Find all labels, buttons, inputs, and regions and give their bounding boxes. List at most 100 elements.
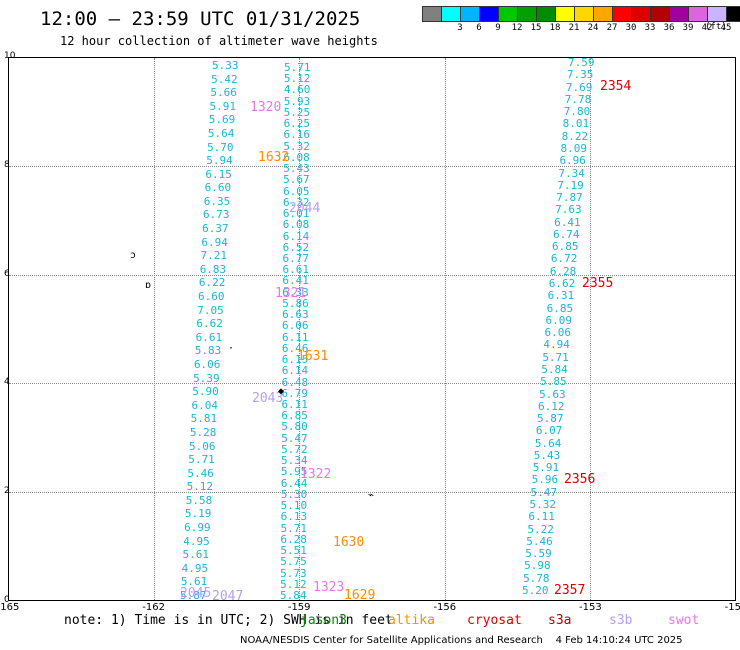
wave-height-value: 5.06 [189,439,216,453]
color-swatch-label: 45 [720,23,732,33]
color-swatch: 33 [631,6,655,33]
parallel-gridline [9,274,735,276]
wave-height-value: 6.83 [199,262,227,276]
wave-height-value: 6.85 [551,240,579,254]
wave-height-value: 6.22 [198,276,226,290]
lat-tick-label: 2 [4,486,10,497]
parallel-gridline [9,492,735,494]
wave-height-value: 6.44 [280,476,308,490]
wave-height-value: 5.61 [182,548,209,562]
wave-height-value: 6.74 [553,227,580,241]
wave-height-value: 5.73 [280,566,307,580]
wave-height-value: 5.63 [539,387,566,401]
wave-height-value: 7.69 [565,80,593,94]
wave-height-value: 5.84 [541,362,568,376]
wave-height-value: 6.99 [184,521,211,535]
wave-height-value: 6.62 [196,317,223,331]
color-swatch-label: 21 [568,23,580,33]
pass-time-label: 2356 [564,472,596,487]
wave-height-value: 6.46 [281,341,309,355]
wave-height-value: 6.15 [281,353,309,367]
lon-tick-label: -162 [142,602,165,613]
wave-height-value: 5.28 [189,425,217,439]
lon-tick-label: -150 [724,602,740,613]
color-swatch: 24 [574,6,598,33]
pass-time-label: 1631 [297,349,329,364]
wave-height-value: 5.71 [188,453,215,467]
color-swatch: 36 [650,6,674,33]
wave-height-value: 6.15 [205,167,232,181]
page-title: 12:00 – 23:59 UTC 01/31/2025 [40,8,361,30]
wave-height-value: 7.05 [197,303,224,317]
wave-height-value: 6.96 [559,154,586,168]
lat-tick-label: 8 [4,159,10,170]
wave-height-value: 6.09 [545,313,573,327]
color-swatch-label: 18 [549,23,561,33]
wave-height-value: 6.05 [283,184,310,198]
wave-height-value: 6.41 [282,274,309,288]
wave-height-value: 6.11 [528,510,555,524]
wave-height-value: 6.61 [282,263,309,277]
lat-tick-label: 10 [4,51,16,61]
parallel-gridline [9,383,735,385]
wave-height-value: 5.20 [522,584,549,597]
wave-height-value: 5.83 [194,344,222,358]
wave-height-value: 5.43 [283,162,310,176]
wave-height-value: 5.34 [281,454,308,468]
wave-height-value: 6.14 [282,229,310,243]
wave-height-value: 6.63 [282,308,309,322]
pass-time-label: 1322 [300,467,332,482]
wave-height-value: 7.59 [568,56,595,69]
wave-height-value: 6.61 [195,330,223,344]
wave-height-value: 6.85 [546,301,574,315]
wave-height-value: 5.46 [526,534,553,548]
color-swatch-label: 42 [701,23,713,33]
color-scale-unit: (ft) [705,22,727,32]
wave-height-value: 4.60 [283,83,311,97]
wave-height-value: 5.32 [529,498,556,512]
island-outline-icon: ⌁ [368,490,375,501]
wave-height-value: 5.22 [527,522,554,536]
wave-height-value: 6.08 [282,218,310,232]
pass-time-label: 2047 [212,589,244,604]
color-swatch-label: 6 [476,23,482,33]
pass-time-label: 2355 [582,276,614,291]
wave-height-value: 5.47 [530,485,558,499]
color-scale-bar: 36912151821242730333639424570 [422,6,740,33]
wave-height-value: 5.96 [531,473,559,487]
wave-height-value: 6.07 [535,424,563,438]
satellite-legend-item: s3b [609,613,633,628]
wave-height-value: 5.30 [280,487,308,501]
wave-height-value: 6.11 [281,398,308,412]
wave-height-value: 7.63 [555,203,582,217]
wave-height-value: 5.70 [207,140,234,154]
meridian-gridline [153,58,155,600]
wave-height-value: 5.87 [180,589,207,602]
color-swatch: 9 [479,6,501,33]
wave-height-value: 6.60 [204,181,232,195]
pass-time-label: 2354 [600,79,632,94]
color-swatch: 6 [460,6,482,33]
wave-height-value: 5.32 [283,139,310,153]
wave-height-value: 6.12 [538,399,565,413]
wave-height-value: 5.81 [190,412,218,426]
color-swatch-label: 12 [511,23,523,33]
wave-height-value: 5.59 [525,547,552,561]
color-swatch-label: 30 [625,23,637,33]
wave-height-value: 5.72 [281,442,308,456]
color-swatch: 21 [555,6,579,33]
color-swatch: 42 [688,6,712,33]
wave-height-value: 8.01 [562,117,590,131]
wave-height-value: 5.12 [280,577,307,591]
wave-height-value: 8.09 [560,141,588,155]
wave-height-value: 5.91 [209,99,237,113]
wave-height-value: 6.16 [283,128,310,142]
wave-height-value: 7.35 [566,68,594,82]
wave-height-value: 7.87 [556,191,583,205]
island-outline-icon: ɔ [130,250,137,261]
footer-credit: NOAA/NESDIS Center for Satellite Applica… [240,635,683,646]
page-subtitle: 12 hour collection of altimeter wave hei… [60,34,378,48]
wave-height-value: 6.08 [283,150,310,164]
wave-height-value: 5.67 [283,173,310,187]
wave-height-value: 5.42 [211,72,238,86]
